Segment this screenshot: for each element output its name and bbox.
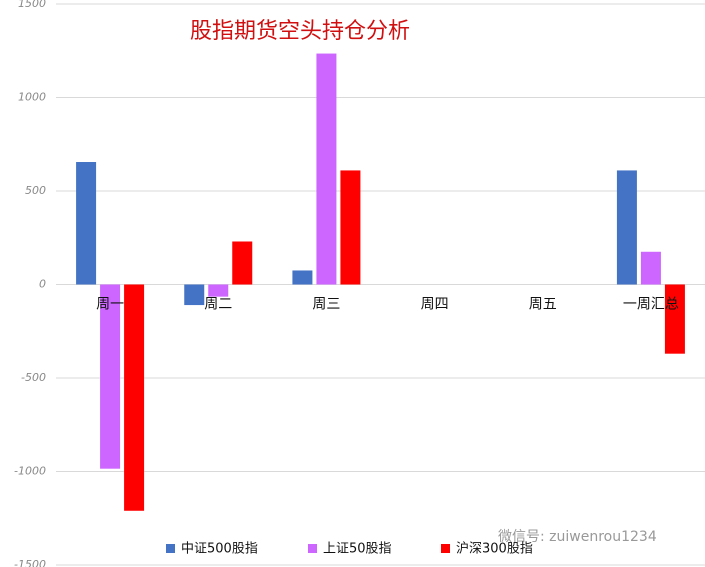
legend-marker	[441, 544, 450, 553]
bar	[316, 53, 337, 285]
x-tick-label: 一周汇总	[623, 297, 679, 313]
bar	[208, 284, 229, 297]
bar	[184, 284, 205, 306]
x-tick-label: 周五	[529, 297, 557, 313]
y-tick-label: 1000	[18, 91, 46, 104]
y-tick-label: -500	[21, 371, 46, 384]
y-tick-label: -1000	[14, 465, 46, 478]
x-tick-label: 周四	[421, 297, 449, 313]
bar	[100, 284, 121, 469]
bar	[76, 162, 97, 285]
y-tick-label: 500	[25, 184, 46, 197]
y-tick-label: 0	[39, 278, 46, 291]
legend-marker	[308, 544, 317, 553]
legend-label: 上证50股指	[323, 542, 392, 557]
legend-marker	[166, 544, 175, 553]
legend-label: 沪深300股指	[456, 541, 533, 557]
bar	[616, 170, 637, 285]
x-tick-label: 周二	[204, 297, 232, 313]
bar	[124, 284, 145, 511]
bar	[232, 241, 253, 285]
watermark: 微信号: zuiwenrou1234	[498, 529, 657, 545]
bar	[292, 270, 313, 285]
x-tick-label: 周三	[312, 297, 340, 313]
legend-label: 中证500股指	[181, 542, 258, 557]
x-tick-label: 周一	[96, 297, 124, 313]
y-tick-label: 1500	[18, 0, 46, 10]
bar	[640, 251, 661, 285]
bar	[340, 170, 361, 285]
bar	[664, 284, 685, 354]
y-tick-label: -1500	[14, 558, 46, 567]
chart-title: 股指期货空头持仓分析	[190, 19, 410, 44]
